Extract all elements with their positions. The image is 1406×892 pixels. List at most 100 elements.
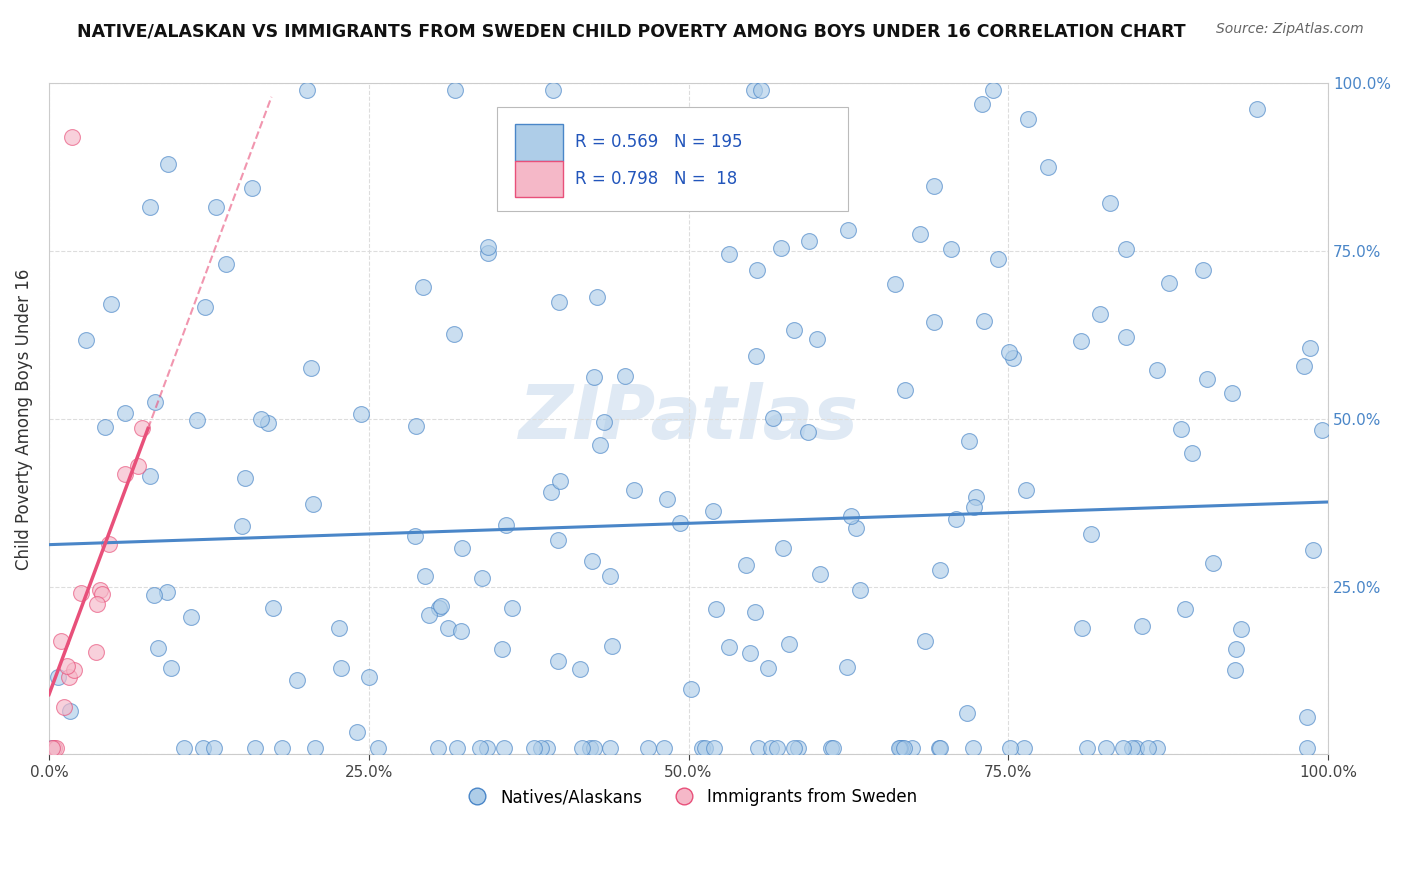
Point (703, 740, 725, 755)
Point (127, 459, 149, 474)
Point (922, 178, 945, 193)
Point (359, 670, 381, 684)
Point (443, 327, 465, 342)
Point (928, 563, 950, 577)
Point (139, 200, 162, 214)
Point (1296, 709, 1319, 723)
Point (49, 634, 72, 648)
Point (1080, 527, 1102, 541)
Point (1157, 276, 1180, 290)
Text: R = 0.569   N = 195: R = 0.569 N = 195 (575, 134, 742, 152)
Point (202, 740, 225, 755)
Point (547, 533, 569, 547)
Point (690, 740, 713, 755)
Point (156, 585, 179, 599)
Point (704, 601, 727, 615)
Point (301, 497, 323, 511)
Point (884, 277, 907, 291)
Point (928, 740, 950, 755)
Point (53, 700, 76, 714)
Point (839, 508, 862, 523)
Point (600, 639, 623, 653)
Text: ZIPatlas: ZIPatlas (519, 383, 859, 455)
Point (579, 740, 602, 755)
Point (652, 740, 675, 755)
Point (808, 567, 831, 582)
Point (766, 740, 789, 755)
Point (782, 740, 804, 755)
Point (471, 571, 494, 585)
Point (233, 471, 256, 485)
Point (1170, 421, 1192, 435)
Point (890, 740, 912, 755)
Point (745, 263, 768, 277)
Point (956, 706, 979, 720)
Point (404, 529, 426, 543)
Point (1246, 102, 1268, 116)
Point (1181, 446, 1204, 460)
Point (820, 740, 842, 755)
Point (837, 223, 859, 237)
Point (89, 582, 111, 597)
Point (901, 740, 924, 755)
Point (962, 740, 984, 755)
Point (655, 491, 678, 506)
Point (742, 83, 765, 97)
Point (114, 467, 136, 482)
Point (1071, 621, 1094, 635)
Point (756, 661, 779, 675)
Point (583, 370, 606, 384)
Point (889, 740, 911, 755)
Point (70, 586, 93, 600)
Point (142, 588, 165, 602)
Point (1137, 740, 1160, 755)
Point (41, 740, 63, 755)
Point (1191, 263, 1213, 277)
Point (586, 290, 609, 304)
Point (477, 240, 499, 254)
Point (131, 420, 153, 434)
Point (405, 418, 427, 433)
Point (702, 504, 724, 518)
Point (495, 518, 517, 533)
Point (114, 406, 136, 420)
Point (59, 704, 82, 718)
Point (1225, 641, 1247, 656)
Point (97, 537, 120, 551)
Point (987, 252, 1010, 266)
FancyBboxPatch shape (496, 107, 848, 211)
Text: NATIVE/ALASKAN VS IMMIGRANTS FROM SWEDEN CHILD POVERTY AMONG BOYS UNDER 16 CORRE: NATIVE/ALASKAN VS IMMIGRANTS FROM SWEDEN… (77, 22, 1185, 40)
Point (180, 610, 202, 624)
Point (571, 740, 593, 755)
Point (1036, 160, 1059, 174)
Point (413, 569, 436, 583)
Point (1014, 740, 1036, 755)
Point (328, 621, 350, 635)
Point (845, 521, 868, 535)
Point (157, 157, 180, 171)
Point (1098, 196, 1121, 211)
Point (430, 599, 453, 613)
Point (749, 83, 772, 97)
Point (536, 740, 558, 755)
Point (945, 512, 967, 526)
Point (427, 600, 450, 615)
Point (160, 661, 183, 675)
Point (1310, 423, 1333, 437)
Point (1296, 740, 1319, 755)
Point (614, 368, 637, 383)
Point (592, 416, 614, 430)
Point (973, 314, 995, 328)
Point (1298, 341, 1320, 355)
Point (1001, 351, 1024, 366)
Point (582, 740, 605, 755)
Point (796, 425, 818, 439)
Point (787, 740, 810, 755)
Point (1230, 622, 1253, 636)
Point (62, 663, 84, 677)
Point (295, 83, 318, 97)
Point (1302, 543, 1324, 558)
Point (427, 740, 450, 755)
Point (623, 483, 645, 497)
Point (548, 474, 571, 488)
